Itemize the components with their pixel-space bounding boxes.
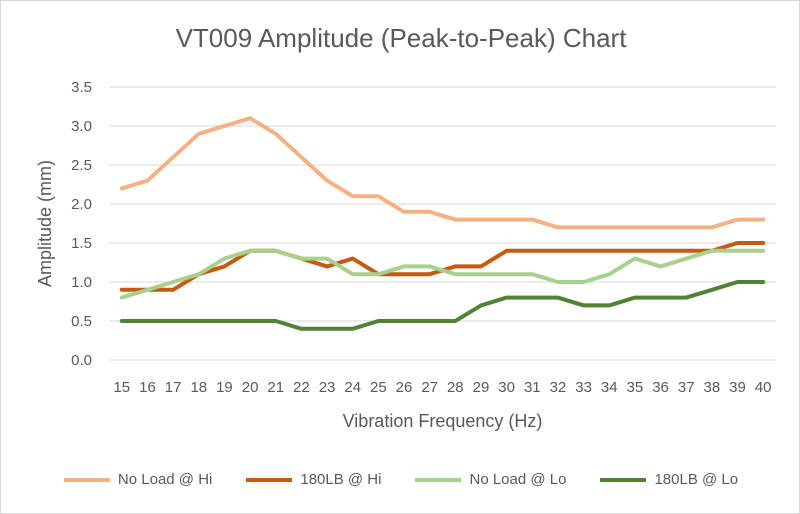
x-tick-label: 38 <box>704 379 721 396</box>
y-tick-label: 0.5 <box>71 313 92 330</box>
y-tick-label: 1.0 <box>71 274 92 291</box>
x-tick-label: 26 <box>396 379 413 396</box>
x-tick-label: 34 <box>601 379 618 396</box>
x-axis-title: Vibration Frequency (Hz) <box>343 411 543 431</box>
legend-item: No Load @ Lo <box>415 471 566 488</box>
y-tick-label: 1.5 <box>71 235 92 252</box>
x-tick-label: 19 <box>216 379 233 396</box>
x-tick-label: 25 <box>370 379 387 396</box>
x-tick-label: 18 <box>190 379 207 396</box>
legend-item: 180LB @ Hi <box>246 471 381 488</box>
x-tick-label: 27 <box>421 379 438 396</box>
x-tick-label: 33 <box>575 379 592 396</box>
legend-swatch <box>600 477 647 482</box>
x-tick-label: 22 <box>293 379 310 396</box>
x-tick-label: 37 <box>678 379 695 396</box>
legend-label: No Load @ Lo <box>469 471 567 488</box>
chart-title: VT009 Amplitude (Peak-to-Peak) Chart <box>175 23 627 53</box>
legend-label: 180LB @ Hi <box>300 471 382 488</box>
y-tick-label: 2.0 <box>71 196 92 213</box>
x-tick-label: 20 <box>242 379 259 396</box>
y-tick-label: 0.0 <box>71 352 92 369</box>
x-tick-label: 32 <box>550 379 567 396</box>
x-tick-label: 39 <box>729 379 746 396</box>
x-tick-label: 24 <box>344 379 361 396</box>
y-axis-title: Amplitude (mm) <box>35 160 55 287</box>
x-tick-label: 36 <box>652 379 669 396</box>
x-tick-label: 35 <box>627 379 644 396</box>
y-tick-label: 3.0 <box>71 118 92 135</box>
y-tick-label: 2.5 <box>71 157 92 174</box>
x-tick-label: 40 <box>755 379 772 396</box>
legend: No Load @ Hi 180LB @ Hi No Load @ Lo 180LB … <box>1 471 799 488</box>
legend-label: No Load @ Hi <box>117 471 213 488</box>
x-tick-label: 31 <box>524 379 541 396</box>
legend-swatch <box>63 477 110 482</box>
x-tick-label: 28 <box>447 379 464 396</box>
y-tick-label: 3.5 <box>71 79 92 96</box>
legend-item: 180LB @ Lo <box>600 471 738 488</box>
series-line-no-load-lo <box>119 248 766 300</box>
x-tick-label: 16 <box>139 379 156 396</box>
legend-item: No Load @ Hi <box>63 471 213 488</box>
x-tick-label: 29 <box>473 379 490 396</box>
legend-swatch <box>246 477 293 482</box>
x-tick-label: 23 <box>319 379 336 396</box>
x-tick-label: 30 <box>498 379 515 396</box>
series-line-180lb-lo <box>119 280 766 331</box>
x-tick-label: 21 <box>267 379 284 396</box>
x-tick-label: 15 <box>113 379 130 396</box>
series-line-no-load-hi <box>119 116 766 230</box>
legend-label: 180LB @ Lo <box>654 471 739 488</box>
legend-swatch <box>415 477 462 482</box>
x-tick-label: 17 <box>165 379 182 396</box>
